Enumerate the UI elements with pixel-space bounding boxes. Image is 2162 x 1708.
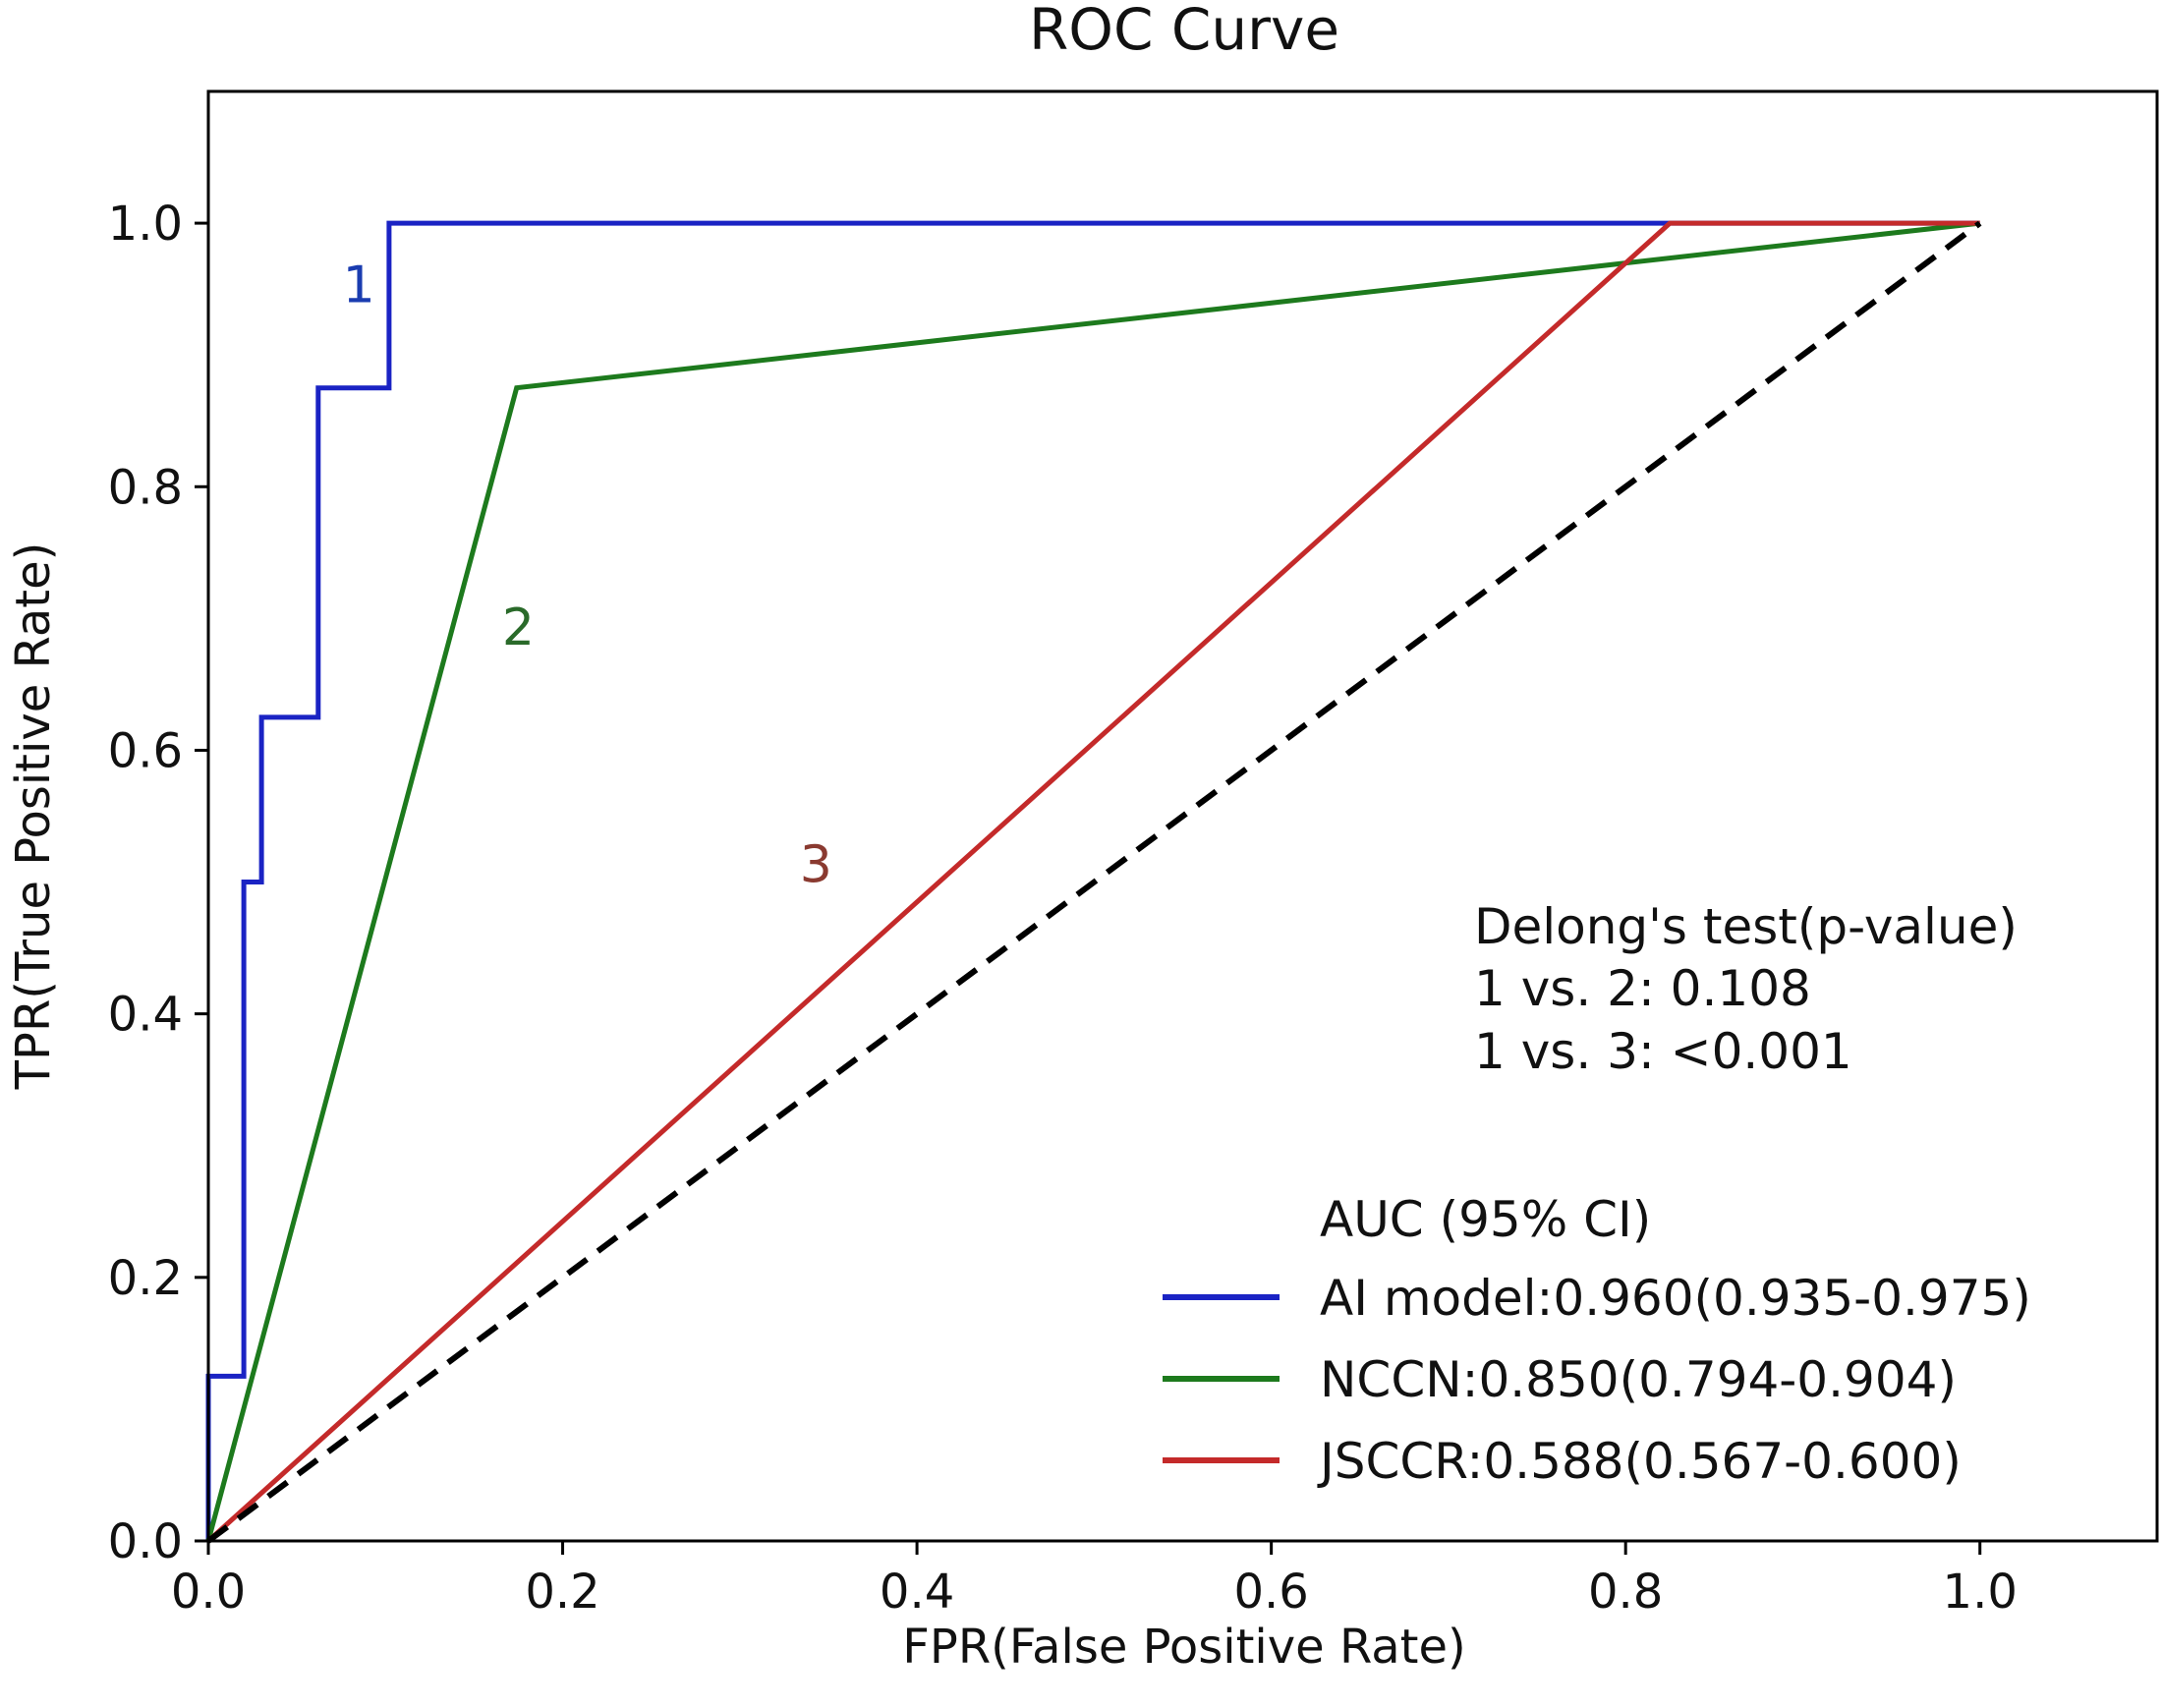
y-tick-label: 0.0 (108, 1514, 183, 1569)
legend-label-ai-model: AI model:0.960(0.935-0.975) (1320, 1270, 2031, 1327)
legend-title: AUC (95% CI) (1320, 1191, 1651, 1248)
delong-title: Delong's test(p-value) (1474, 898, 2018, 955)
delong-annotation: Delong's test(p-value) 1 vs. 2: 0.108 1 … (1474, 898, 2018, 1080)
curve-number-labels: 1 2 3 (343, 256, 832, 895)
x-axis-ticks: 0.0 0.2 0.4 0.6 0.8 1.0 (171, 1541, 2018, 1620)
x-tick-label: 0.6 (1233, 1565, 1308, 1620)
x-tick-label: 0.4 (880, 1565, 954, 1620)
legend-label-nccn: NCCN:0.850(0.794-0.904) (1320, 1351, 1957, 1408)
plot-area (205, 220, 1982, 1544)
delong-1-vs-3: 1 vs. 3: <0.001 (1474, 1023, 1852, 1080)
y-tick-label: 0.2 (108, 1251, 183, 1306)
y-tick-label: 1.0 (108, 197, 183, 252)
x-tick-label: 0.2 (525, 1565, 599, 1620)
y-axis-ticks: 0.0 0.2 0.4 0.6 0.8 1.0 (108, 197, 208, 1569)
curve-number-2: 2 (502, 598, 535, 657)
y-axis-label: TPR(True Positive Rate) (6, 542, 61, 1091)
legend: AUC (95% CI) AI model:0.960(0.935-0.975)… (1163, 1191, 2031, 1490)
x-tick-label: 1.0 (1943, 1565, 2018, 1620)
y-tick-label: 0.6 (108, 723, 183, 778)
y-tick-label: 0.8 (108, 460, 183, 515)
series-line-jsccr (206, 220, 1980, 1543)
curve-number-1: 1 (343, 256, 375, 315)
x-tick-label: 0.0 (171, 1565, 246, 1620)
legend-label-jsccr: JSCCR:0.588(0.567-0.600) (1317, 1433, 1962, 1490)
y-tick-label: 0.4 (108, 988, 183, 1043)
series-line-ai-model (205, 220, 1980, 1541)
series-line-nccn (205, 220, 1980, 1542)
x-axis-label: FPR(False Positive Rate) (902, 1620, 1465, 1675)
delong-1-vs-2: 1 vs. 2: 0.108 (1474, 960, 1811, 1017)
curve-number-3: 3 (800, 836, 832, 895)
chart-title: ROC Curve (1029, 0, 1339, 63)
chance-diagonal-line (206, 220, 1982, 1544)
x-tick-label: 0.8 (1588, 1565, 1663, 1620)
plot-frame (206, 89, 2159, 1543)
